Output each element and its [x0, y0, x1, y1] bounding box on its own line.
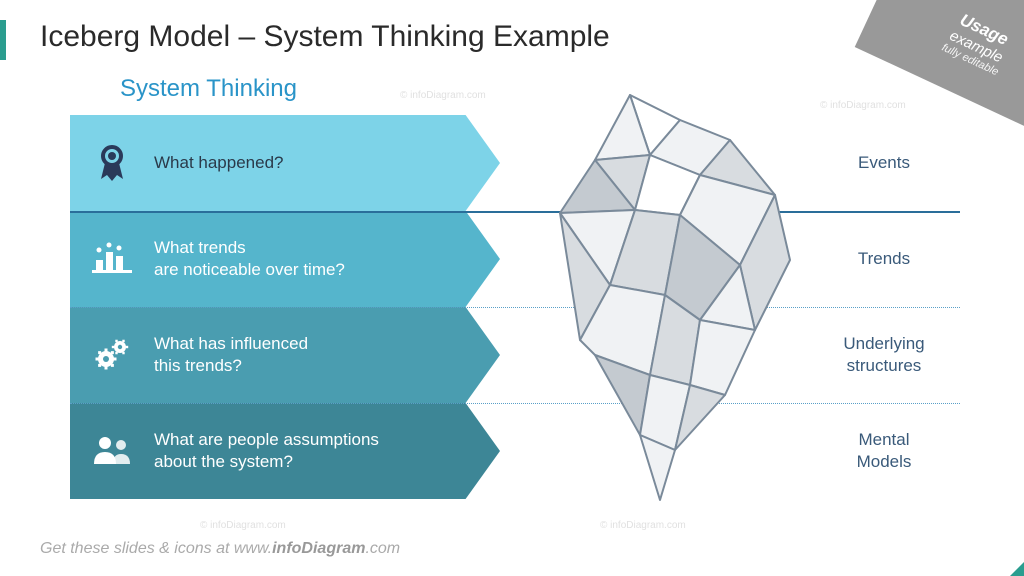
corner-accent	[1010, 562, 1024, 576]
footer-brand: infoDiagram	[272, 540, 365, 557]
subtitle: System Thinking	[120, 75, 297, 103]
row-question: What are people assumptionsabout the sys…	[154, 429, 379, 473]
row-layer-3: What are people assumptionsabout the sys…	[70, 403, 500, 499]
row-layer-2: What has influencedthis trends?	[70, 307, 500, 403]
watermark: © infoDiagram.com	[400, 90, 486, 101]
watermark: © infoDiagram.com	[600, 520, 686, 531]
gears-icon	[90, 333, 134, 377]
award-icon	[90, 141, 134, 185]
row-question: What has influencedthis trends?	[154, 333, 308, 377]
accent-bar	[0, 20, 6, 60]
footer-text: Get these slides & icons at www.infoDiag…	[40, 540, 400, 558]
people-icon	[90, 429, 134, 473]
row-question: What happened?	[154, 152, 284, 174]
footer-prefix: Get these slides & icons at www.	[40, 540, 272, 557]
page-title: Iceberg Model – System Thinking Example	[40, 20, 610, 54]
watermark: © infoDiagram.com	[820, 100, 906, 111]
chart-icon	[90, 237, 134, 281]
question-rows: What happened? What trendsare noticeable…	[70, 115, 500, 499]
iceberg-graphic	[500, 85, 840, 515]
watermark: © infoDiagram.com	[200, 520, 286, 531]
row-layer-0: What happened?	[70, 115, 500, 211]
row-layer-1: What trendsare noticeable over time?	[70, 211, 500, 307]
footer-suffix: .com	[365, 540, 400, 557]
row-question: What trendsare noticeable over time?	[154, 237, 345, 281]
iceberg-svg	[500, 85, 840, 515]
